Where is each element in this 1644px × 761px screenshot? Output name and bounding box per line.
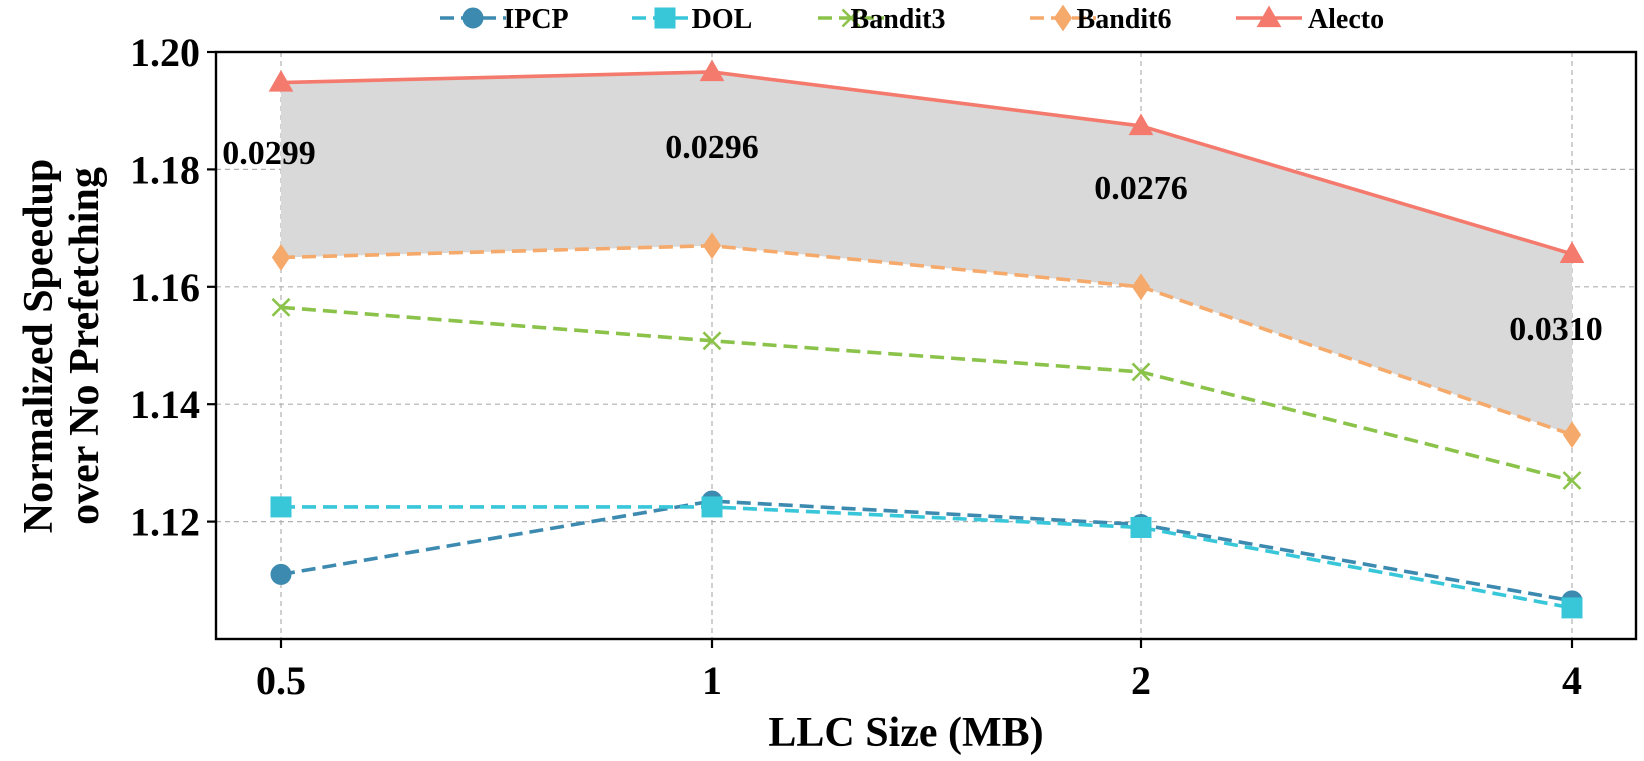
legend-item-ipcp: IPCP [440,4,569,35]
legend-marker-bandit6 [1053,4,1073,32]
data-point-ipcp [270,563,292,585]
data-point-alecto [1128,113,1154,136]
series-lines [268,59,1585,619]
legend-label-bandit6: Bandit6 [1077,4,1172,35]
series-line-alecto [280,70,1573,256]
data-point-dol [270,496,292,518]
y-tick-label: 1.18 [130,147,200,192]
legend-marker-dol [654,7,676,29]
data-point-bandit3 [1562,471,1582,490]
data-point-dol [1130,516,1152,538]
y-tick-label: 1.16 [130,265,200,310]
legend-marker-alecto [1256,5,1282,28]
data-point-bandit3-stroke [1131,362,1151,382]
series-line-bandit3 [280,305,1573,483]
data-point-bandit6 [271,244,291,271]
data-point-bandit3-stroke [271,297,291,317]
data-point-dol [701,496,723,518]
data-point-bandit3-stroke [1562,471,1582,490]
y-axis-title-line: Normalized Speedup [16,159,62,534]
data-point-bandit6 [702,232,722,260]
data-point-bandit3 [1131,362,1151,382]
data-point-alecto [1559,241,1585,264]
series-line-ipcp [280,499,1573,603]
gap-annotations: 0.0299 0.0296 0.0276 0.0310 [222,129,1603,348]
legend-item-alecto: Alecto [1236,4,1384,35]
legend-item-bandit3: Bandit3 [818,4,945,35]
gap-annotation: 0.0276 [1094,170,1188,207]
legend-item-bandit6: Bandit6 [1030,4,1171,35]
legend-item-dol: DOL [632,4,752,35]
y-tick-label: 1.14 [130,382,200,427]
x-tick-label: 2 [1131,658,1151,703]
plot-frame [214,50,1638,641]
legend-label-bandit3: Bandit3 [851,4,946,35]
legend-label-ipcp: IPCP [503,4,568,35]
legend-marker-bandit3-stroke [841,8,861,28]
series-line-dol [281,505,1573,610]
legend-marker-bandit3 [841,8,861,28]
data-point-alecto [699,59,725,82]
series-bandit6 [271,232,1582,449]
gap-annotation: 0.0299 [222,135,316,172]
legend: IPCP DOL Bandit3 Bandit6 Alecto [440,4,1384,35]
gap-annotation: 0.0310 [1509,311,1603,348]
y-axis-title-line: over No Prefetching [62,167,108,525]
data-point-bandit6 [1131,273,1151,301]
data-point-bandit3 [702,331,722,351]
data-point-bandit6 [1562,421,1582,449]
y-tick-label: 1.12 [130,500,200,545]
x-tick-label: 0.5 [256,658,306,703]
gap-annotation: 0.0296 [665,129,759,166]
data-point-bandit3 [271,297,291,317]
x-axis-title: LLC Size (MB) [768,710,1043,756]
series-dol [270,496,1583,619]
series-ipcp [270,490,1583,612]
axes: 1.12 1.14 1.16 1.18 1.20 0.5 1 2 4 LLC Size (MB) N… [16,30,1638,756]
x-tick-label: 4 [1562,658,1582,703]
series-line-bandit6 [280,243,1573,437]
y-tick-label: 1.20 [130,30,200,75]
legend-marker-ipcp [462,7,484,29]
series-alecto [268,59,1585,264]
legend-label-alecto: Alecto [1308,4,1384,35]
data-point-dol [1561,597,1583,619]
data-point-bandit3-stroke [702,331,722,351]
series-bandit3 [271,297,1582,490]
shaded-gap-region [281,71,1572,435]
x-tick-label: 1 [702,658,722,703]
data-point-alecto [268,70,294,92]
legend-label-dol: DOL [692,4,753,35]
shaded-area [281,71,1572,435]
y-axis-title: Normalized Speedupover No Prefetching [16,159,108,534]
